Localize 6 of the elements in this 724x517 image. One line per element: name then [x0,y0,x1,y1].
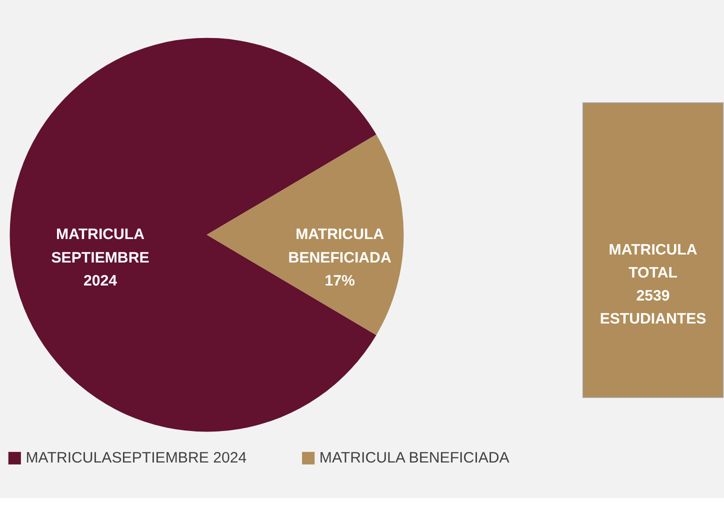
data-label: MATRICULA BENEFICIADA 17% [288,226,392,290]
pie-slice [206,134,404,336]
legend-label: MATRICULA BENEFICIADA [319,450,510,467]
legend-label: MATRICULASEPTIEMBRE 2024 [26,450,247,467]
text: MATRICULA TOTAL 2539 ESTUDIANTES [600,242,706,328]
data-label: MATRICULA SEPTIEMBRE 2024 [51,226,150,290]
